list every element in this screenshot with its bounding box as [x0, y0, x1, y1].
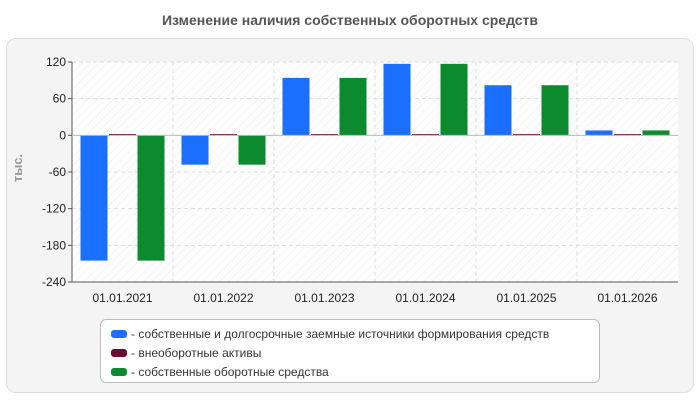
bar: [614, 134, 641, 136]
bars: [80, 63, 670, 261]
legend-label-sources: - собственные и долгосрочные заемные ист…: [131, 326, 550, 341]
legend-label-working-capital: - собственные оборотные средства: [131, 364, 329, 379]
bar: [642, 130, 670, 136]
bar: [484, 85, 512, 136]
bar: [210, 134, 237, 136]
legend-swatch-working-capital: [111, 367, 127, 376]
y-tick-label: -180: [42, 238, 66, 252]
x-tick-labels: 01.01.2021 01.01.2022 01.01.2023 01.01.2024…: [92, 291, 657, 305]
legend-label-noncurrent-assets: - внеоборотные активы: [131, 345, 262, 360]
bar: [282, 77, 310, 136]
x-tick-label: 01.01.2026: [597, 291, 657, 305]
bar: [339, 77, 367, 136]
x-tick-label: 01.01.2023: [294, 291, 354, 305]
y-tick-label: -60: [49, 165, 67, 179]
bar: [80, 135, 108, 261]
x-tick-label: 01.01.2024: [395, 291, 455, 305]
bar: [513, 134, 540, 136]
bar: [585, 130, 613, 136]
x-tick-label: 01.01.2022: [193, 291, 253, 305]
y-tick-label: 120: [46, 55, 66, 69]
y-tick-label: 0: [59, 128, 66, 142]
bar: [238, 135, 266, 165]
legend-swatch-noncurrent-assets: [111, 348, 127, 357]
bar: [383, 63, 411, 136]
legend-item: - внеоборотные активы: [111, 343, 589, 362]
y-tick-labels: 120 60 0 -60 -120 -180 -240: [42, 55, 66, 289]
y-axis-label: тыс.: [10, 154, 25, 182]
axes: [68, 61, 678, 283]
bar: [181, 135, 209, 165]
chart-title: Изменение наличия собственных оборотных …: [161, 12, 539, 28]
bar: [311, 134, 338, 136]
legend-item: - собственные оборотные средства: [111, 362, 589, 381]
x-tick-label: 01.01.2021: [92, 291, 152, 305]
y-tick-label: -240: [42, 275, 66, 289]
legend-swatch-sources: [111, 329, 127, 338]
x-tick-label: 01.01.2025: [496, 291, 556, 305]
y-tick-label: 60: [53, 92, 67, 106]
bar: [541, 85, 569, 136]
bar: [440, 63, 468, 136]
y-tick-label: -120: [42, 202, 66, 216]
legend-item: - собственные и долгосрочные заемные ист…: [111, 324, 589, 343]
bar: [109, 134, 136, 136]
bar: [137, 135, 165, 261]
bar: [412, 134, 439, 136]
legend: - собственные и долгосрочные заемные ист…: [100, 319, 600, 383]
